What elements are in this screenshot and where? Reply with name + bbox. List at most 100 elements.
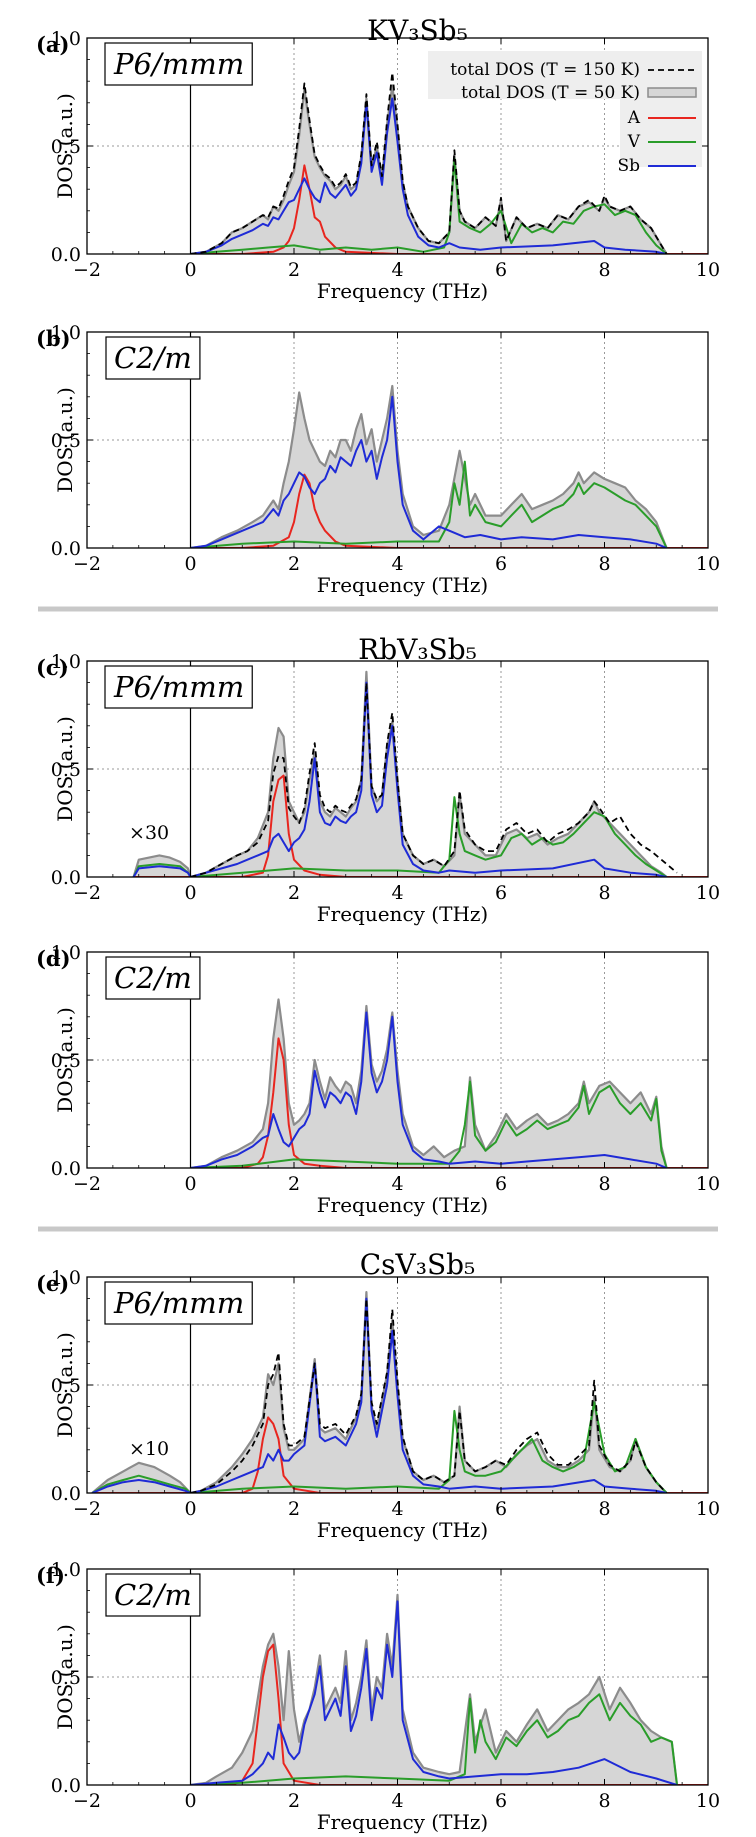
y-tick-label: 0.0	[51, 867, 81, 889]
scale-factor-label: ×30	[129, 822, 169, 844]
total-dos-50k-fill	[190, 85, 667, 254]
compound-title: CsV₃Sb₅	[360, 1248, 476, 1281]
y-tick-label: 0.0	[51, 1158, 81, 1180]
x-tick-label: 10	[696, 1173, 720, 1195]
series-group	[190, 384, 708, 548]
legend-label: total DOS (T = 50 K)	[461, 83, 640, 103]
series-group	[190, 71, 708, 254]
space-group-box	[105, 336, 201, 380]
y-axis-label: DOS (a.u.)	[53, 716, 77, 822]
x-axis-label: Frequency (THz)	[317, 1193, 488, 1217]
x-tick-label: 4	[391, 882, 403, 904]
series-line-total-dos-t-50-k-	[190, 384, 668, 548]
panel-label: (b)	[36, 326, 71, 351]
x-tick-label: 8	[598, 1498, 610, 1520]
space-group-box	[105, 1573, 201, 1617]
x-tick-label: 0	[184, 259, 196, 281]
x-tick-label: 0	[184, 553, 196, 575]
total-dos-50k-fill	[92, 1292, 667, 1493]
space-group-box	[105, 956, 201, 1000]
x-tick-label: 8	[598, 259, 610, 281]
x-tick-label: 10	[696, 1790, 720, 1812]
compound-title: KV₃Sb₅	[367, 14, 468, 47]
x-tick-label: 10	[696, 553, 720, 575]
series-line-total-dos-t-150-k-	[190, 71, 668, 254]
x-tick-label: 6	[495, 1173, 507, 1195]
y-axis-label: DOS (a.u.)	[53, 1332, 77, 1438]
x-tick-label: −2	[73, 553, 101, 575]
space-group-label: C2/m	[114, 961, 192, 995]
space-group-box	[104, 42, 253, 86]
y-tick-label: 1.0	[51, 28, 81, 50]
x-tick-label: −2	[73, 1498, 101, 1520]
y-axis-label: DOS (a.u.)	[53, 93, 77, 199]
y-axis-label: DOS (a.u.)	[53, 1007, 77, 1113]
y-tick-label: 0.0	[51, 538, 81, 560]
series-line-sb	[132, 681, 667, 877]
y-tick-label: 0.0	[51, 1775, 81, 1797]
x-tick-label: 6	[495, 1790, 507, 1812]
dos-panel-1: (b) −2 0 2 4 6 8 10 0.0 0.5 1.0 Frequency (THz) DOS …	[36, 322, 720, 597]
x-tick-label: 6	[495, 882, 507, 904]
legend-label: Sb	[617, 156, 640, 176]
legend-label: V	[627, 132, 641, 152]
space-group-label: C2/m	[114, 1578, 192, 1612]
x-tick-label: 0	[184, 1790, 196, 1812]
panel-label: (a)	[36, 32, 69, 57]
total-dos-50k-fill	[133, 671, 667, 877]
series-line-total-dos-t-150-k-	[190, 1297, 668, 1493]
space-group-label: C2/m	[114, 341, 192, 375]
scale-factor-label: ×10	[129, 1438, 169, 1460]
space-group-label: P6/mmm	[113, 1286, 244, 1320]
x-tick-label: 8	[598, 1173, 610, 1195]
space-group-label: P6/mmm	[113, 670, 244, 704]
x-axis-label: Frequency (THz)	[317, 1810, 488, 1834]
legend-box-bottom	[620, 99, 702, 167]
panel-label: (d)	[36, 946, 71, 971]
x-tick-label: 2	[288, 882, 300, 904]
x-tick-label: 4	[391, 553, 403, 575]
y-tick-label: 0.5	[51, 1375, 81, 1397]
legend: total DOS (T = 150 K) total DOS (T = 50 K…	[428, 51, 702, 176]
y-tick-label: 0.0	[51, 1483, 81, 1505]
total-dos-50k-fill	[190, 999, 667, 1168]
series-line-sb	[190, 395, 667, 548]
series-group	[91, 1290, 708, 1493]
x-axis-label: Frequency (THz)	[317, 902, 488, 926]
x-tick-label: 6	[495, 1498, 507, 1520]
y-tick-label: 0.5	[51, 1667, 81, 1689]
legend-swatch-filled	[647, 87, 697, 98]
y-tick-label: 1.0	[51, 322, 81, 344]
series-group	[190, 1593, 708, 1785]
legend-label: A	[627, 108, 641, 128]
dos-panel-3: (d) −2 0 2 4 6 8 10 0.0 0.5 1.0 Frequency (THz) DOS …	[36, 942, 720, 1217]
series-line-total-dos-t-150-k-	[190, 681, 678, 877]
x-tick-label: 4	[391, 1173, 403, 1195]
x-tick-label: 2	[288, 553, 300, 575]
y-axis-label: DOS (a.u.)	[53, 1624, 77, 1730]
x-tick-label: 6	[495, 259, 507, 281]
series-line-a	[133, 774, 708, 877]
x-tick-label: 2	[288, 1790, 300, 1812]
y-tick-label: 1.0	[51, 651, 81, 673]
panel-label: (f)	[36, 1563, 65, 1588]
x-tick-label: −2	[73, 259, 101, 281]
x-tick-label: 6	[495, 553, 507, 575]
x-tick-label: 0	[184, 1498, 196, 1520]
x-tick-label: −2	[73, 882, 101, 904]
x-tick-label: 2	[288, 1173, 300, 1195]
series-line-sb	[190, 1011, 667, 1168]
series-line-v	[190, 158, 668, 254]
series-line-total-dos-t-50-k-	[190, 1593, 679, 1785]
series-line-v	[190, 1693, 678, 1785]
y-tick-label: 1.0	[51, 1559, 81, 1581]
dos-panel-0: KV₃Sb₅ (a) −2 0 2 4 6 8 10 0.0 0.5 1.0 Frequency (TH…	[36, 14, 720, 303]
legend-label: total DOS (T = 150 K)	[450, 60, 640, 80]
y-tick-label: 0.0	[51, 244, 81, 266]
series-group	[190, 998, 708, 1168]
x-tick-label: 8	[598, 1790, 610, 1812]
series-line-sb	[190, 1600, 678, 1785]
x-tick-label: 4	[391, 1498, 403, 1520]
